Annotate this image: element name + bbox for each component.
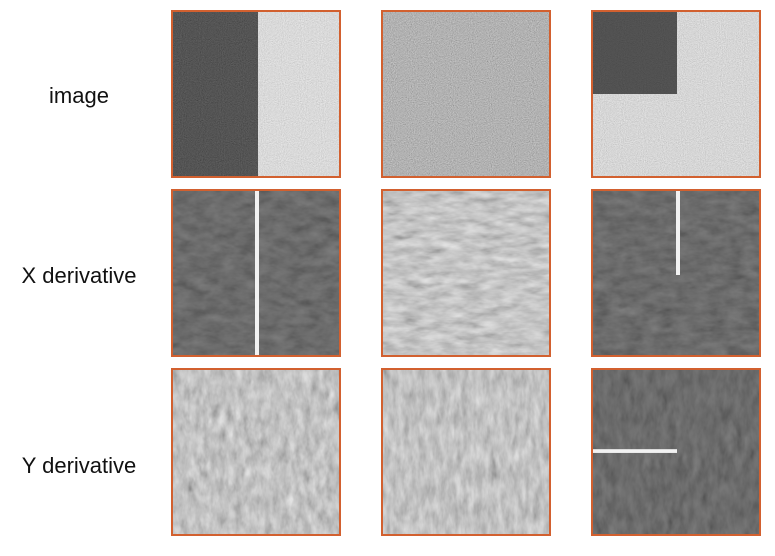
y-derivative-corner-square [593, 370, 759, 534]
half-horizontal-edge-line [593, 449, 677, 453]
y-derivative-uniform [383, 370, 549, 534]
panel-y-derivative-uniform [381, 368, 551, 536]
panel-image-step-edge [171, 10, 341, 178]
panel-y-derivative-step-edge [171, 368, 341, 536]
panel-x-derivative-uniform [381, 189, 551, 357]
x-derivative-step-edge [173, 191, 339, 355]
x-derivative-corner-square [593, 191, 759, 355]
panel-x-derivative-corner-square [591, 189, 761, 357]
panel-image-uniform [381, 10, 551, 178]
noise-image-step-edge [173, 12, 339, 176]
y-derivative-step-edge [173, 370, 339, 534]
light-region [258, 12, 339, 176]
vertical-edge-line [255, 191, 259, 355]
noise-image-uniform [383, 12, 549, 176]
half-vertical-edge-line [676, 191, 680, 275]
dark-square [593, 12, 677, 94]
panel-x-derivative-step-edge [171, 189, 341, 357]
row-label-image: image [49, 83, 109, 108]
dark-region [173, 12, 258, 176]
x-derivative-uniform [383, 191, 549, 355]
noise-image-corner-square [593, 12, 759, 176]
panel-image-corner-square [591, 10, 761, 178]
row-label-y-derivative: Y derivative [21, 453, 137, 478]
row-label-x-derivative: X derivative [21, 263, 137, 288]
panel-y-derivative-corner-square [591, 368, 761, 536]
